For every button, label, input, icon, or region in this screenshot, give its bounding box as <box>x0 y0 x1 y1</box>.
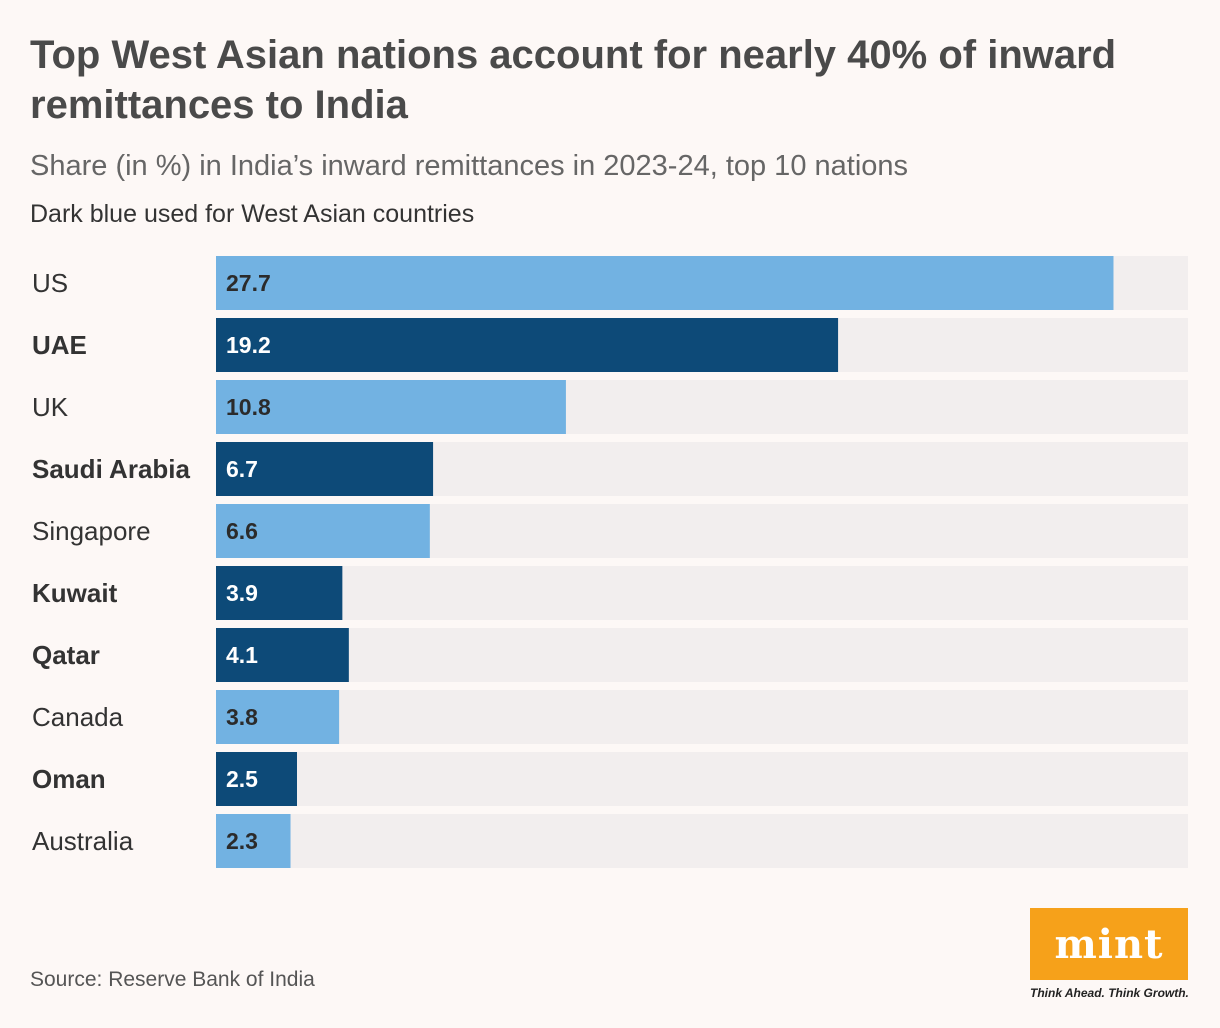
bar-track-canada <box>216 690 1188 744</box>
value-label-singapore: 6.6 <box>226 518 258 544</box>
bar-singapore <box>216 504 430 558</box>
category-label-qatar: Qatar <box>32 640 100 670</box>
bar-kuwait <box>216 566 343 620</box>
value-label-australia: 2.3 <box>226 828 258 854</box>
category-label-us: US <box>32 268 68 298</box>
bar-qatar <box>216 628 349 682</box>
bar-oman <box>216 752 297 806</box>
bar-track-qatar <box>216 628 1188 682</box>
bar-chart: US 27.7 UAE 19.2 UK 10.8 Saudi Arabia 6.7 Singap… <box>32 256 1188 868</box>
mint-tagline: Think Ahead. Think Growth. <box>1030 986 1189 1000</box>
category-label-singapore: Singapore <box>32 516 151 546</box>
source-note: Source: Reserve Bank of India <box>30 968 315 991</box>
bar-australia <box>216 814 291 868</box>
category-label-saudi-arabia: Saudi Arabia <box>32 454 191 484</box>
bar-saudi-arabia <box>216 442 434 496</box>
value-label-kuwait: 3.9 <box>226 580 258 606</box>
color-note: Dark blue used for West Asian countries <box>30 200 475 228</box>
chart-title: Top West Asian nations account for nearl… <box>30 33 1117 127</box>
value-label-us: 27.7 <box>226 270 271 296</box>
mint-logo-text: mint <box>1054 920 1164 968</box>
bar-track-kuwait <box>216 566 1188 620</box>
category-label-uae: UAE <box>32 330 87 360</box>
bar-track-oman <box>216 752 1188 806</box>
category-label-uk: UK <box>32 392 69 422</box>
value-label-oman: 2.5 <box>226 766 258 792</box>
value-label-uk: 10.8 <box>226 394 271 420</box>
bar-us <box>216 256 1114 310</box>
category-label-canada: Canada <box>32 702 124 732</box>
bar-uk <box>216 380 566 434</box>
category-label-kuwait: Kuwait <box>32 578 118 608</box>
value-label-saudi-arabia: 6.7 <box>226 456 258 482</box>
category-label-australia: Australia <box>32 826 134 856</box>
bar-canada <box>216 690 340 744</box>
value-label-uae: 19.2 <box>226 332 271 358</box>
chart-subtitle: Share (in %) in India’s inward remittanc… <box>30 150 909 182</box>
mint-logo: mint <box>1030 908 1188 980</box>
bar-uae <box>216 318 839 372</box>
bar-track-australia <box>216 814 1188 868</box>
value-label-qatar: 4.1 <box>226 642 258 668</box>
category-label-oman: Oman <box>32 764 106 794</box>
value-label-canada: 3.8 <box>226 704 258 730</box>
